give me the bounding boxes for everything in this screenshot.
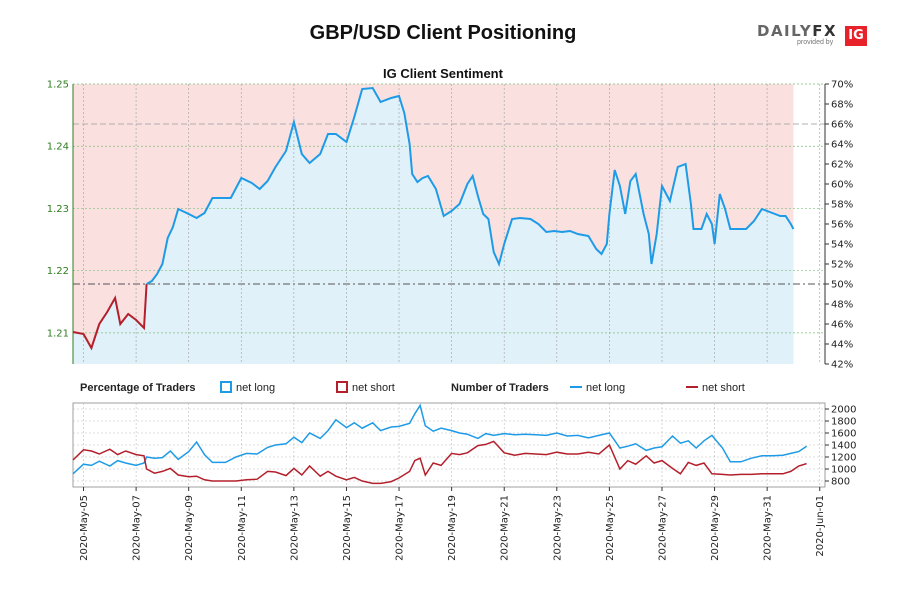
legend-swatch-pct-short [336, 381, 348, 393]
legend-label-pct-short: net short [352, 382, 395, 394]
legend-label-num-long: net long [586, 382, 625, 394]
date-tick-label: 2020-May-07 [132, 495, 143, 561]
count-tick-label: 1800 [831, 417, 856, 428]
count-tick-label: 1000 [831, 465, 856, 476]
logo-provided-by: provided by [797, 39, 834, 46]
date-tick-label: 2020-May-19 [447, 495, 458, 561]
date-tick-label: 2020-May-11 [237, 495, 248, 561]
pct-tick-label: 62% [831, 160, 853, 171]
logo-wordmark: DAILYFX [757, 22, 838, 40]
sentiment-chart-title: IG Client Sentiment [383, 66, 504, 81]
legend-number-of-traders: Number of Traders [451, 382, 549, 394]
date-tick-label: 2020-May-25 [605, 495, 616, 561]
net-long-line-below [72, 283, 148, 351]
legend-label-pct-long: net long [236, 382, 275, 394]
pct-tick-label: 68% [831, 100, 853, 111]
legend-percentage-of-traders: Percentage of Traders [80, 382, 196, 394]
price-tick-label: 1.21 [47, 328, 69, 339]
date-tick-label: 2020-Jun-01 [815, 495, 826, 557]
legend-label-num-short: net short [702, 382, 745, 394]
pct-tick-label: 66% [831, 120, 853, 131]
page-title: GBP/USD Client Positioning [309, 22, 577, 44]
date-tick-label: 2020-May-21 [500, 495, 511, 561]
date-tick-label: 2020-May-15 [342, 495, 353, 561]
date-tick-label: 2020-May-13 [289, 495, 300, 561]
date-tick-label: 2020-May-09 [184, 495, 195, 561]
pct-tick-label: 60% [831, 180, 853, 191]
pct-tick-label: 70% [831, 80, 853, 91]
traders-legend: Percentage of Traders net long net short… [80, 381, 745, 394]
net-long-line-above [146, 86, 795, 285]
date-tick-label: 2020-May-17 [395, 495, 406, 561]
date-tick-label: 2020-May-05 [79, 495, 90, 561]
pct-tick-label: 56% [831, 220, 853, 231]
net-long-count-line [72, 403, 808, 475]
price-tick-label: 1.22 [47, 266, 69, 277]
count-tick-label: 1200 [831, 453, 856, 464]
date-axis: 2020-May-05 2020-May-07 2020-May-09 2020-Ma… [79, 487, 826, 561]
ig-logo-icon: IG [845, 26, 867, 46]
count-tick-label: 1600 [831, 429, 856, 440]
pct-tick-label: 42% [831, 360, 853, 371]
pct-tick-label: 64% [831, 140, 853, 151]
net-long-area [73, 88, 794, 364]
date-tick-label: 2020-May-27 [657, 495, 668, 561]
pct-tick-label: 48% [831, 300, 853, 311]
pct-tick-label: 54% [831, 240, 853, 251]
sentiment-chart: 1.21 1.22 1.23 1.24 1.25 42% 44% 46% 48% 50% 52% 54… [47, 80, 854, 371]
date-tick-label: 2020-May-23 [552, 495, 563, 561]
net-short-count-line [72, 440, 807, 485]
future-blank-area [793, 84, 825, 364]
price-tick-label: 1.25 [47, 80, 69, 91]
count-tick-label: 2000 [831, 405, 856, 416]
pct-tick-label: 52% [831, 260, 853, 271]
count-tick-label: 800 [831, 477, 850, 488]
pct-tick-label: 58% [831, 200, 853, 211]
dailyfx-logo: DAILYFX provided by IG [757, 22, 869, 48]
price-tick-label: 1.23 [47, 204, 69, 215]
pct-tick-label: 50% [831, 280, 853, 291]
price-tick-label: 1.24 [47, 142, 69, 153]
pct-tick-label: 44% [831, 340, 853, 351]
date-tick-label: 2020-May-31 [763, 495, 774, 561]
count-tick-label: 1400 [831, 441, 856, 452]
pct-tick-label: 46% [831, 320, 853, 331]
legend-swatch-pct-long [220, 381, 232, 393]
date-tick-label: 2020-May-29 [710, 495, 721, 561]
